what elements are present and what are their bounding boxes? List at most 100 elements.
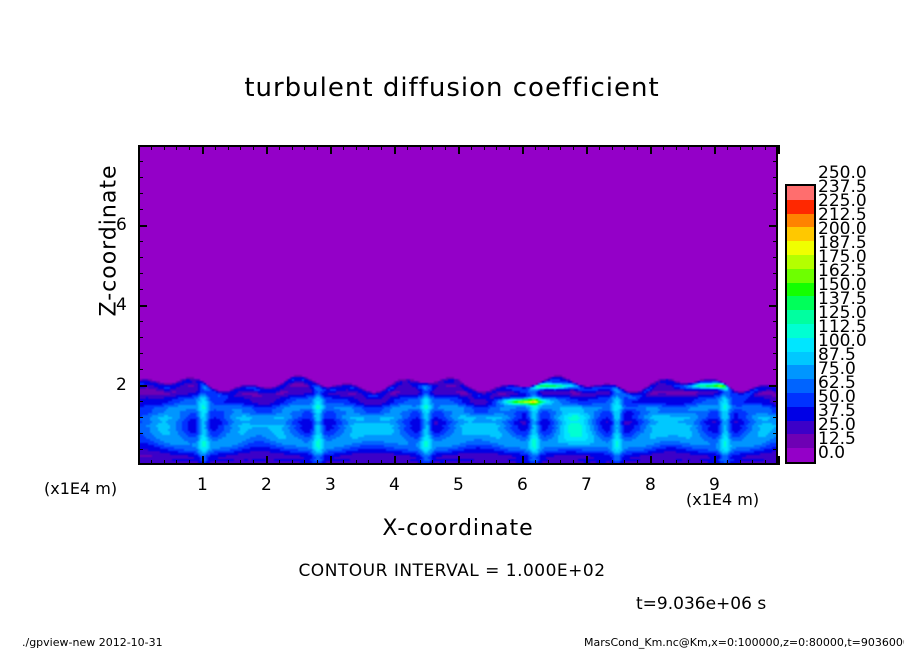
- y-tick-label: 4: [116, 295, 127, 315]
- x-tick-minor: [304, 145, 306, 150]
- y-tick-minor: [773, 273, 778, 274]
- y-tick-minor: [773, 241, 778, 242]
- x-tick-label: 4: [389, 475, 400, 495]
- x-tick-minor: [675, 145, 677, 150]
- y-tick-minor: [138, 161, 143, 162]
- x-tick-minor: [701, 460, 703, 465]
- y-tick-minor: [773, 289, 778, 290]
- y-tick-minor: [138, 209, 143, 210]
- x-tick-minor: [419, 145, 421, 150]
- y-tick-minor: [138, 193, 143, 194]
- x-tick-minor: [368, 145, 370, 150]
- x-tick-minor: [227, 145, 229, 150]
- x-tick-minor: [483, 460, 485, 465]
- x-tick-major: [202, 456, 204, 465]
- colorbar-tick-label: 200.0: [818, 219, 867, 239]
- x-tick-minor: [611, 145, 613, 150]
- colorbar: 250.0 237.5 225.0 212.5 200.0 187.5 175.0 162.5…: [785, 165, 867, 464]
- colorbar-band: [787, 310, 814, 325]
- x-tick-label: 5: [453, 475, 464, 495]
- colorbar-tick-label: 87.5: [818, 345, 856, 365]
- x-tick-minor: [534, 145, 536, 150]
- x-tick-minor: [355, 460, 357, 465]
- plot-area: [138, 145, 778, 465]
- x-tick-minor: [739, 460, 741, 465]
- colorbar-tick-label: 62.5: [818, 373, 856, 393]
- x-tick-label: 9: [709, 475, 720, 495]
- colorbar-band: [787, 186, 814, 200]
- x-tick-major: [778, 145, 780, 154]
- colorbar-band: [787, 213, 814, 228]
- x-tick-minor: [675, 460, 677, 465]
- contour-interval-note: CONTOUR INTERVAL = 1.000E+02: [298, 561, 606, 581]
- colorbar-tick-label: 175.0: [818, 247, 867, 267]
- x-tick-minor: [214, 145, 216, 150]
- x-tick-minor: [419, 460, 421, 465]
- x-tick-minor: [701, 145, 703, 150]
- colorbar-tick-label: 50.0: [818, 387, 856, 407]
- x-tick-minor: [253, 460, 255, 465]
- x-tick-minor: [470, 460, 472, 465]
- colorbar-tick-label: 187.5: [818, 233, 867, 253]
- y-tick-minor: [138, 401, 143, 402]
- x-tick-minor: [547, 460, 549, 465]
- x-tick-label: 8: [645, 475, 656, 495]
- y-tick-major: [138, 225, 147, 227]
- y-tick-minor: [138, 337, 143, 338]
- colorbar-tick-label: 37.5: [818, 401, 856, 421]
- x-tick-major: [650, 456, 652, 465]
- colorbar-band: [787, 434, 814, 449]
- x-tick-minor: [662, 460, 664, 465]
- x-tick-minor: [496, 460, 498, 465]
- x-tick-major: [714, 145, 716, 154]
- y-tick-minor: [138, 417, 143, 418]
- y-tick-major: [138, 385, 147, 387]
- footer-command-info: ./gpview-new 2012-10-31: [22, 636, 163, 649]
- x-tick-minor: [176, 145, 178, 150]
- x-tick-minor: [624, 460, 626, 465]
- colorbar-band: [787, 255, 814, 269]
- y-tick-minor: [773, 433, 778, 434]
- y-tick-minor: [773, 257, 778, 258]
- colorbar-tick-label: 150.0: [818, 275, 867, 295]
- x-tick-minor: [688, 460, 690, 465]
- y-tick-minor: [138, 273, 143, 274]
- x-tick-minor: [432, 145, 434, 150]
- y-tick-major: [769, 385, 778, 387]
- x-tick-minor: [470, 145, 472, 150]
- x-tick-minor: [752, 460, 754, 465]
- x-tick-minor: [381, 460, 383, 465]
- y-tick-minor: [773, 177, 778, 178]
- x-tick-major: [586, 145, 588, 154]
- x-tick-minor: [726, 460, 728, 465]
- colorbar-tick-label: 137.5: [818, 289, 867, 309]
- x-tick-major: [394, 145, 396, 154]
- colorbar-tick-label: 237.5: [818, 177, 867, 197]
- x-tick-major: [586, 456, 588, 465]
- colorbar-tick-label: 75.0: [818, 359, 856, 379]
- x-tick-minor: [573, 145, 575, 150]
- x-tick-major: [778, 456, 780, 465]
- x-tick-major: [458, 456, 460, 465]
- y-tick-minor: [773, 193, 778, 194]
- y-tick-minor: [138, 321, 143, 322]
- x-tick-minor: [406, 145, 408, 150]
- x-tick-minor: [342, 145, 344, 150]
- colorbar-tick-label: 112.5: [818, 317, 867, 337]
- y-tick-major: [138, 305, 147, 307]
- x-tick-minor: [291, 460, 293, 465]
- y-tick-minor: [773, 401, 778, 402]
- y-tick-minor: [773, 353, 778, 354]
- x-tick-minor: [342, 460, 344, 465]
- y-tick-minor: [773, 369, 778, 370]
- x-tick-minor: [662, 145, 664, 150]
- x-tick-minor: [150, 145, 152, 150]
- x-tick-minor: [278, 145, 280, 150]
- y-tick-minor: [773, 337, 778, 338]
- x-tick-major: [330, 456, 332, 465]
- field-heatmap: [140, 147, 776, 463]
- x-tick-minor: [278, 460, 280, 465]
- y-axis-label: Z-coordinate: [96, 164, 122, 317]
- colorbar-band: [787, 324, 814, 338]
- x-tick-minor: [381, 145, 383, 150]
